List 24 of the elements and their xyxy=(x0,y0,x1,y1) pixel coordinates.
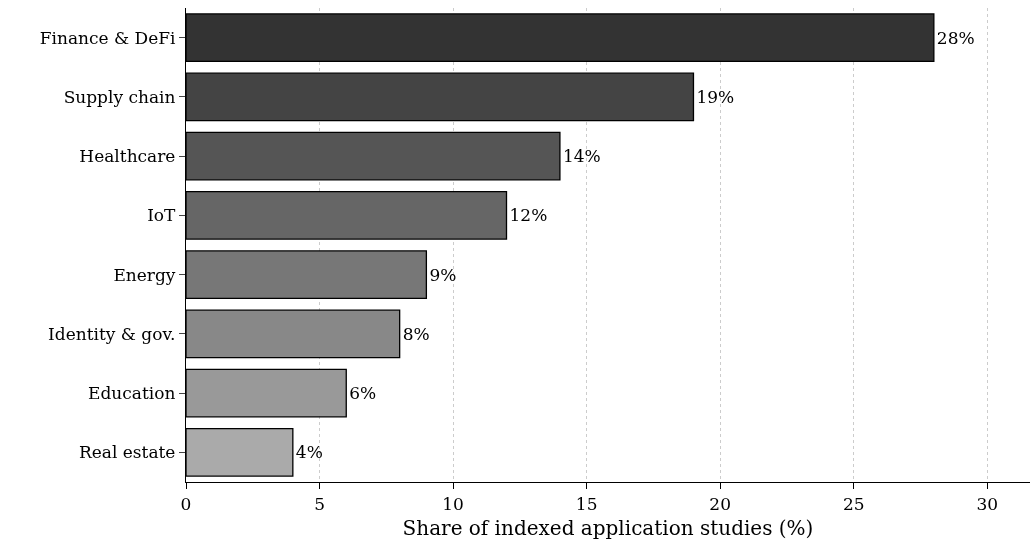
data-label: 14% xyxy=(562,146,601,167)
data-label: 12% xyxy=(509,205,548,226)
data-label: 28% xyxy=(936,27,975,48)
x-axis-title: Share of indexed application studies (%) xyxy=(402,516,814,541)
x-tick-label: 15 xyxy=(575,493,598,514)
x-tick-label: 0 xyxy=(180,493,192,514)
y-tick-label: IoT xyxy=(147,205,177,226)
data-label: 6% xyxy=(349,383,377,404)
x-tick-label: 5 xyxy=(314,493,325,514)
data-label: 9% xyxy=(429,264,457,285)
y-tick-label: Energy xyxy=(113,264,176,285)
y-tick-label: Identity & gov. xyxy=(48,323,176,344)
data-label: 19% xyxy=(696,86,735,107)
y-tick-label: Finance & DeFi xyxy=(39,27,176,48)
data-label: 4% xyxy=(295,442,323,463)
y-tick-label: Real estate xyxy=(78,442,176,463)
x-tick-label: 20 xyxy=(709,493,731,514)
y-tick-label: Supply chain xyxy=(63,86,176,107)
x-tick-label: 25 xyxy=(842,493,865,514)
y-tick-label: Education xyxy=(88,383,176,404)
x-tick-label: 30 xyxy=(976,493,999,514)
y-tick-label: Healthcare xyxy=(79,146,176,167)
data-label: 8% xyxy=(402,323,430,344)
x-tick-label: 10 xyxy=(442,493,464,514)
